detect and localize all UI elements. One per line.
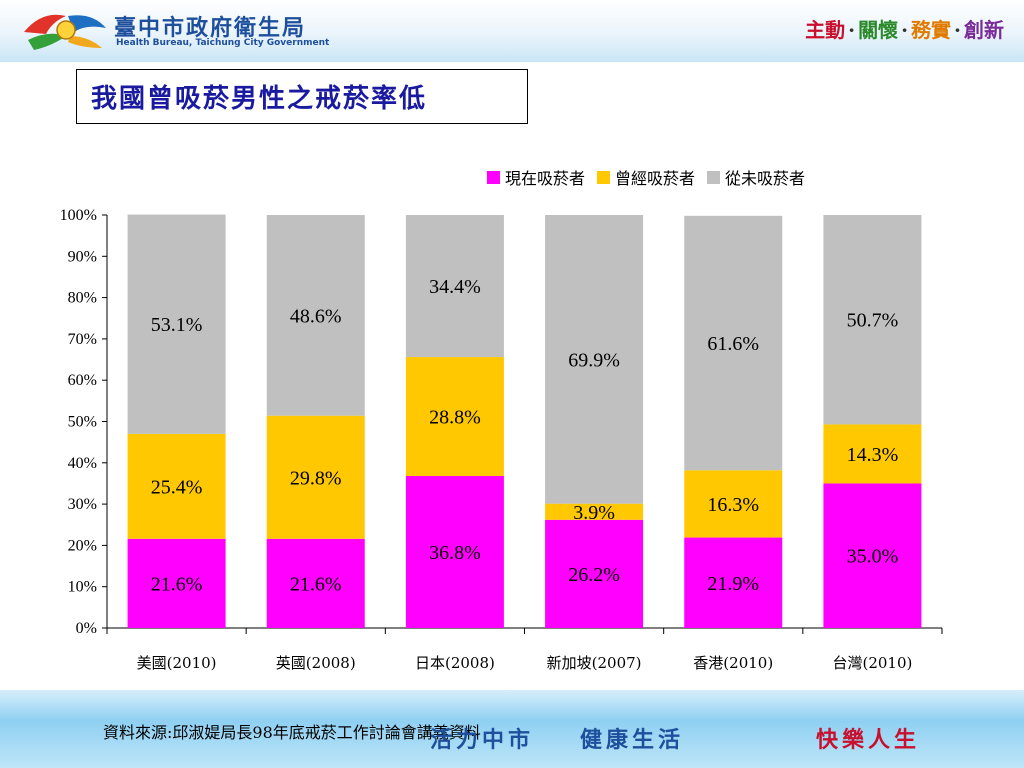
- bar-segment: [127, 538, 226, 628]
- y-tick-label: 0%: [76, 620, 97, 637]
- bar-segment: [684, 470, 783, 538]
- legend-swatch-current: [487, 170, 500, 184]
- bar-data-label: 28.8%: [429, 407, 481, 429]
- bar-data-label: 21.6%: [151, 573, 203, 595]
- slogan-part: 關懷: [858, 18, 899, 42]
- bar-segment: [405, 476, 504, 628]
- x-category-label: 英國(2008): [276, 654, 356, 672]
- legend-item-never: 從未吸菸者: [707, 165, 805, 189]
- bar-segment: [823, 483, 922, 628]
- bar-data-label: 21.6%: [290, 573, 342, 595]
- bar-data-label: 69.9%: [568, 349, 620, 371]
- source-note: 資料來源:邱淑媞局長98年底戒菸工作討論會講義資料: [103, 723, 481, 742]
- bar-data-label: 53.1%: [151, 314, 203, 336]
- x-category-label: 日本(2008): [415, 654, 495, 672]
- bar-segment: [127, 433, 226, 539]
- org-name-zh: 臺中市政府衛生局: [114, 15, 307, 41]
- bar-segment: [545, 215, 644, 504]
- brand-slogan-right: 快樂人生: [816, 727, 921, 753]
- legend-label-never: 從未吸菸者: [725, 169, 806, 188]
- bar-data-label: 16.3%: [707, 494, 759, 516]
- slogan-part: 創新: [964, 18, 1004, 42]
- slogan-separator: ·: [954, 18, 961, 42]
- x-category-label: 新加坡(2007): [547, 654, 642, 672]
- bar-segment: [684, 537, 783, 628]
- bar-data-label: 48.6%: [290, 305, 342, 327]
- bar-data-label: 34.4%: [429, 276, 481, 298]
- brand-slogan-left: 活力中市: [430, 727, 535, 753]
- bar-data-label: 21.9%: [707, 573, 759, 595]
- y-tick-label: 80%: [68, 290, 97, 307]
- bar-segment: [405, 357, 504, 477]
- bar-data-label: 25.4%: [151, 476, 203, 498]
- slogan-separator: ·: [848, 18, 856, 42]
- x-category-label: 台灣(2010): [832, 654, 912, 672]
- legend-label-current: 現在吸菸者: [505, 169, 586, 188]
- bar-segment: [545, 519, 644, 628]
- y-tick-label: 10%: [68, 579, 97, 596]
- health-bureau-logo-icon: [24, 14, 106, 50]
- x-category-label: 美國(2010): [137, 654, 217, 672]
- bar-segment: [266, 415, 365, 539]
- slide-title: 我國曾吸菸男性之戒菸率低: [76, 69, 528, 124]
- y-tick-label: 60%: [68, 372, 97, 389]
- org-name-en: Health Bureau, Taichung City Government: [116, 38, 330, 48]
- y-tick-label: 30%: [68, 496, 97, 513]
- bar-segment: [266, 538, 365, 628]
- bar-data-label: 14.3%: [847, 444, 899, 466]
- slogan: 主動 · 關懷 · 務實 · 創新: [805, 14, 1004, 43]
- legend-swatch-former: [597, 170, 611, 184]
- bar-segment: [127, 214, 226, 434]
- legend-item-former: 曾經吸菸者: [597, 165, 695, 189]
- bar-segment: [684, 215, 783, 471]
- bar-segment: [266, 215, 365, 416]
- stacked-bar-chart: 0% 10% 20% 30% 40% 50% 60% 70% 80% 90% 100% 21.6% 25…: [60, 207, 943, 672]
- y-tick-label: 20%: [68, 537, 97, 554]
- footer-banner: [0, 690, 1024, 768]
- header-banner: 臺中市政府衛生局 Health Bureau, Taichung City Go…: [0, 0, 1024, 62]
- y-tick-label: 40%: [68, 455, 97, 472]
- bar-segment: [823, 215, 922, 425]
- slogan-separator: ·: [901, 18, 909, 42]
- bar-segment: [545, 503, 644, 520]
- bar-data-label: 29.8%: [290, 467, 342, 489]
- bar-data-label: 36.8%: [429, 542, 481, 564]
- bar-data-label: 61.6%: [707, 333, 759, 355]
- y-tick-label: 70%: [68, 331, 97, 348]
- legend-item-current: 現在吸菸者: [487, 165, 585, 189]
- bar-segment: [405, 215, 504, 358]
- legend-label-former: 曾經吸菸者: [615, 169, 696, 188]
- bar-data-label: 50.7%: [847, 310, 899, 332]
- brand-slogan-mid: 健康生活: [580, 727, 685, 753]
- chart-legend: 現在吸菸者 曾經吸菸者 從未吸菸者: [487, 166, 817, 188]
- bar-data-label: 26.2%: [568, 564, 620, 586]
- bar-segment: [823, 424, 922, 484]
- legend-swatch-never: [707, 170, 721, 184]
- x-category-label: 香港(2010): [693, 654, 773, 672]
- y-tick-label: 100%: [60, 207, 97, 224]
- slogan-part: 主動: [805, 18, 846, 42]
- y-tick-label: 90%: [68, 248, 97, 265]
- y-tick-label: 50%: [68, 414, 97, 431]
- slogan-part: 務實: [911, 18, 952, 42]
- bar-data-label: 35.0%: [847, 546, 899, 568]
- bar-data-label: 3.9%: [573, 502, 615, 524]
